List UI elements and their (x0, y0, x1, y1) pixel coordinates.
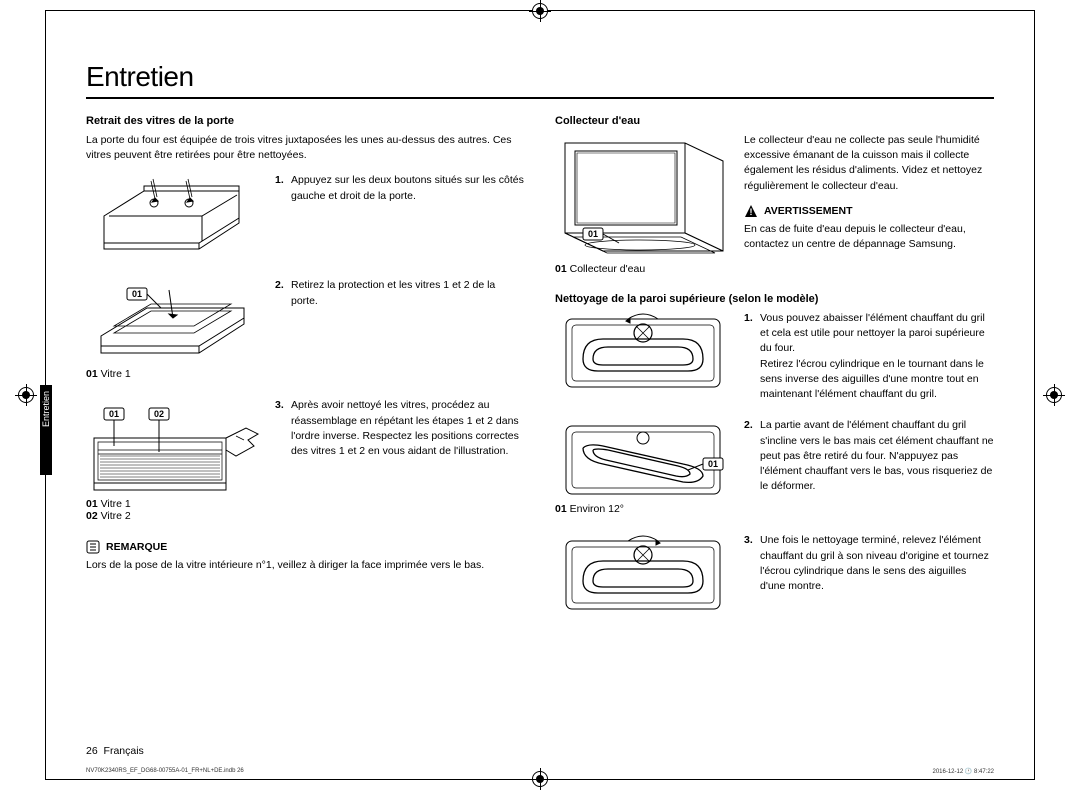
left-intro: La porte du four est équipée de trois vi… (86, 133, 525, 163)
columns: Retrait des vitres de la porte La porte … (86, 115, 994, 628)
door-glass-figure: 01 (86, 278, 261, 368)
collector-labels: 01 Collecteur d'eau (555, 263, 730, 275)
fig3-labels: 01 Vitre 1 02 Vitre 2 (86, 498, 261, 522)
step-3-text: 3.Après avoir nettoyé les vitres, procéd… (275, 398, 525, 465)
step-1-text: 1.Appuyez sur les deux boutons situés su… (275, 173, 525, 209)
collector-figure: 01 (555, 133, 730, 263)
ceiling-row-1: 1.Vous pouvez abaisser l'élément chauffa… (555, 311, 994, 408)
page: Entretien Entretien Retrait des vitres d… (45, 10, 1035, 780)
fig-grill2-labels: 01 Environ 12° (555, 503, 730, 515)
door-top-figure (86, 173, 261, 268)
step-2-text: 2.Retirez la protection et les vitres 1 … (275, 278, 525, 314)
left-row-2: 01 01 Vitre 1 2.Retirez la protection et… (86, 278, 525, 388)
callout-01: 01 (131, 289, 141, 299)
note-heading: REMARQUE (86, 540, 525, 554)
svg-text:01: 01 (588, 229, 598, 239)
warning-heading: ! AVERTISSEMENT (744, 204, 994, 218)
collector-row: 01 01 Collecteur d'eau Le collecteur d'e… (555, 133, 994, 283)
side-tab: Entretien (40, 385, 52, 475)
left-heading: Retrait des vitres de la porte (86, 115, 525, 127)
crop-mark-top (532, 3, 548, 19)
note-body: Lors de la pose de la vitre intérieure n… (86, 558, 525, 573)
warning-icon: ! (744, 204, 758, 218)
svg-text:01: 01 (109, 409, 119, 419)
crop-mark-left (18, 387, 34, 403)
fig2-labels: 01 Vitre 1 (86, 368, 261, 380)
print-meta: NV70K2340RS_EF_DG68-00755A-01_FR+NL+DE.i… (86, 768, 994, 775)
door-assembly-figure: 01 02 (86, 398, 261, 498)
left-row-1: 1.Appuyez sur les deux boutons situés su… (86, 173, 525, 268)
grill-figure-1 (555, 311, 730, 396)
right-column: Collecteur d'eau (555, 115, 994, 628)
svg-text:02: 02 (154, 409, 164, 419)
title-rule (86, 97, 994, 99)
ceiling-step2: 2.La partie avant de l'élément chauffant… (744, 418, 994, 500)
crop-mark-right (1046, 387, 1062, 403)
collector-body: Le collecteur d'eau ne collecte pas seul… (744, 133, 994, 194)
ceiling-heading: Nettoyage de la paroi supérieure (selon … (555, 293, 994, 305)
grill-figure-3 (555, 533, 730, 618)
svg-text:01: 01 (707, 459, 717, 469)
ceiling-row-3: 3.Une fois le nettoyage terminé, relevez… (555, 533, 994, 618)
svg-text:!: ! (750, 207, 753, 217)
collector-heading: Collecteur d'eau (555, 115, 994, 127)
collector-text-block: Le collecteur d'eau ne collecte pas seul… (744, 133, 994, 262)
footer: 26 Français (86, 745, 994, 757)
ceiling-step3: 3.Une fois le nettoyage terminé, relevez… (744, 533, 994, 600)
grill-figure-2: 01 (555, 418, 730, 503)
note-icon (86, 540, 100, 554)
warning-body: En cas de fuite d'eau depuis le collecte… (744, 222, 994, 252)
side-tab-label: Entretien (40, 385, 52, 433)
left-row-3: 01 02 01 Vitre 1 02 Vitre 2 (86, 398, 525, 530)
left-column: Retrait des vitres de la porte La porte … (86, 115, 525, 628)
page-title: Entretien (86, 61, 994, 93)
ceiling-row-2: 01 01 Environ 12° 2.La partie avant de l… (555, 418, 994, 523)
ceiling-step1: 1.Vous pouvez abaisser l'élément chauffa… (744, 311, 994, 408)
